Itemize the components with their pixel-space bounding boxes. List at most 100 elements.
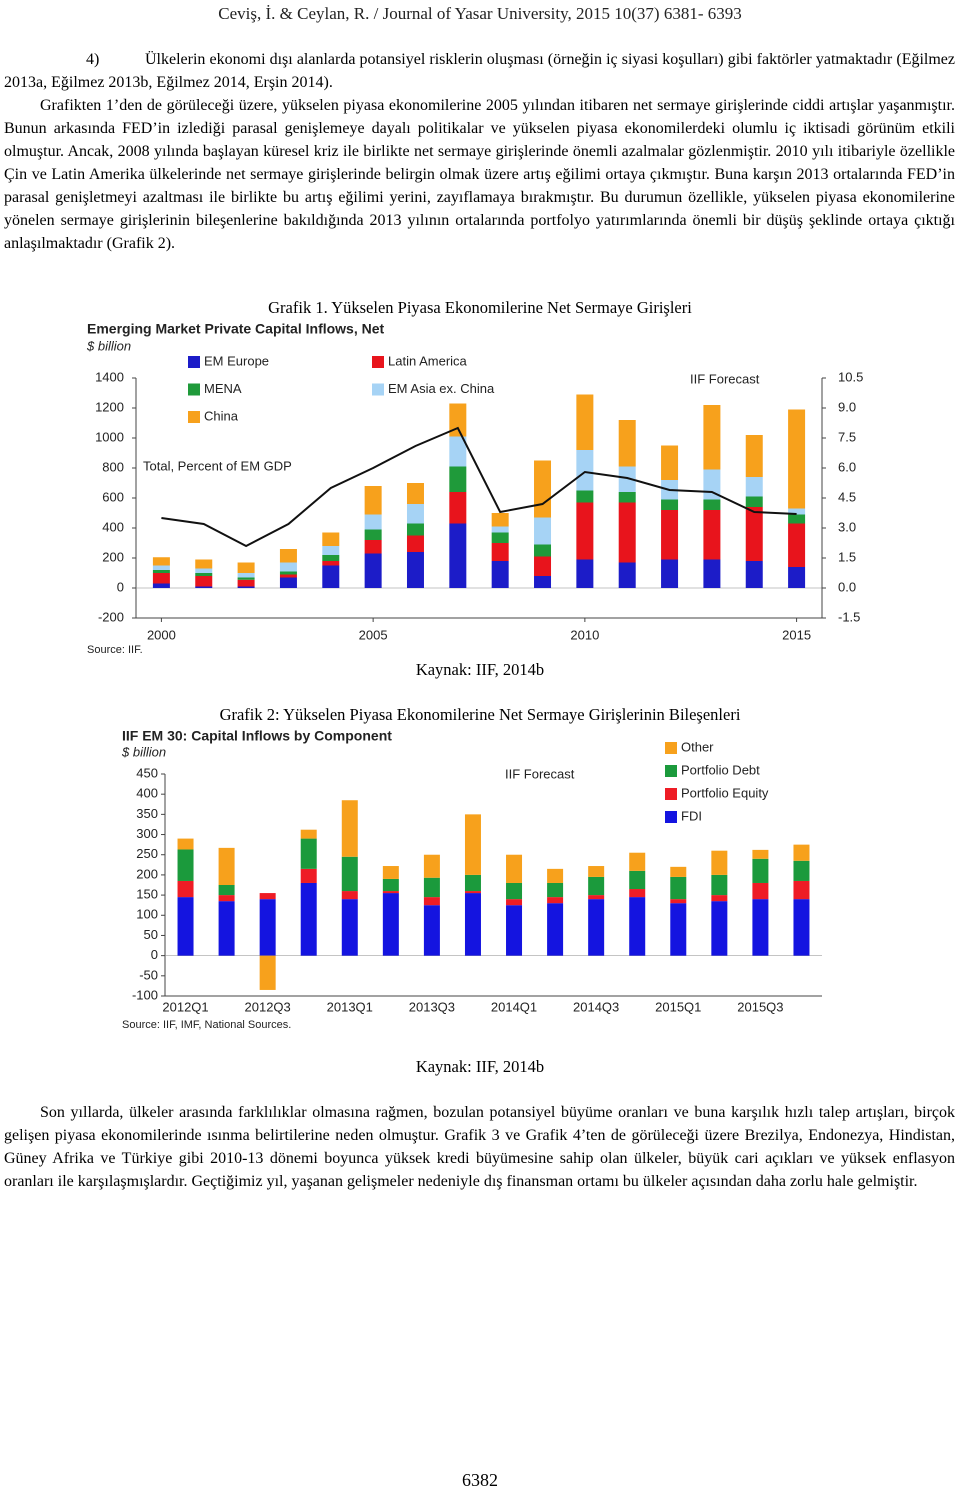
bar-segment (218, 885, 235, 896)
bar-segment (576, 502, 594, 560)
bar-segment (218, 847, 235, 885)
bar-segment (300, 838, 317, 869)
y-tick-label: 250 (136, 846, 158, 861)
bar-segment (670, 899, 687, 904)
legend-swatch (372, 356, 384, 368)
x-tick-label: 2015Q3 (737, 999, 783, 1014)
bar-segment (491, 561, 509, 588)
list-text: Ülkelerin ekonomi dışı alanlarda potansi… (4, 51, 955, 91)
bar-segment (341, 800, 358, 857)
bar-segment (618, 420, 636, 467)
chart-subtitle: $ billion (86, 338, 131, 353)
bar-segment (322, 546, 340, 555)
bar-segment (406, 504, 424, 524)
bar-segment (752, 858, 769, 883)
legend-label: EM Asia ex. China (388, 381, 495, 396)
bar-segment (506, 854, 523, 883)
bar-segment (506, 882, 523, 900)
bar-segment (703, 510, 721, 560)
chart-source: Source: IIF, IMF, National Sources. (122, 1019, 291, 1031)
legend-label: FDI (681, 808, 702, 823)
y-tick-label: 100 (136, 907, 158, 922)
bar-segment (661, 510, 679, 560)
bar-segment (279, 571, 297, 575)
bar-segment (745, 561, 763, 588)
bar-segment (588, 866, 605, 877)
x-tick-label: 2010 (570, 627, 599, 642)
line-label: Total, Percent of EM GDP (143, 458, 292, 473)
bar-segment (341, 899, 358, 956)
bar-segment (279, 574, 297, 578)
bar-segment (364, 553, 382, 588)
bar-segment (322, 555, 340, 561)
bar-segment (661, 499, 679, 510)
bar-segment (382, 891, 399, 894)
bar-segment (464, 814, 481, 875)
x-tick-label: 2012Q3 (245, 999, 291, 1014)
y-tick-label: 400 (102, 519, 124, 534)
x-tick-label: 2000 (147, 627, 176, 642)
bar-segment (449, 492, 467, 524)
bar-segment (711, 874, 728, 896)
x-tick-label: 2005 (359, 627, 388, 642)
legend-swatch (188, 411, 200, 423)
bar-segment (752, 849, 769, 859)
bar-segment (177, 880, 194, 898)
bar-segment (745, 496, 763, 507)
bar-segment (322, 561, 340, 566)
annotation: IIF Forecast (505, 766, 575, 781)
bar-segment (711, 901, 728, 956)
bar-segment (279, 577, 297, 588)
bar-segment (259, 893, 276, 900)
bar-segment (195, 586, 213, 588)
y-tick-label: 150 (136, 887, 158, 902)
bar-segment (364, 514, 382, 530)
bar-segment (152, 573, 170, 584)
bar-segment (547, 868, 564, 883)
bar-segment (661, 445, 679, 480)
bar-segment (152, 583, 170, 588)
y2-tick-label: 9.0 (838, 399, 856, 414)
legend-label: Other (681, 739, 714, 754)
y2-tick-label: 1.5 (838, 549, 856, 564)
bar-segment (449, 466, 467, 492)
bar-segment (576, 559, 594, 588)
bar-segment (534, 517, 552, 545)
figure-source: Kaynak: IIF, 2014b (415, 660, 545, 679)
legend-swatch (665, 742, 677, 754)
bar-segment (218, 895, 235, 902)
x-tick-label: 2014Q1 (491, 999, 537, 1014)
bar-segment (322, 532, 340, 546)
bar-segment (341, 891, 358, 900)
bar-segment (618, 492, 636, 503)
annotation: IIF Forecast (690, 371, 760, 386)
y2-tick-label: -1.5 (838, 609, 860, 624)
legend-swatch (188, 356, 200, 368)
bar-segment (788, 523, 806, 567)
bar-segment (629, 870, 646, 890)
bar-segment (449, 523, 467, 588)
x-tick-label: 2015 (782, 627, 811, 642)
y2-tick-label: 4.5 (838, 489, 856, 504)
list-marker: 4) (86, 51, 100, 68)
bar-segment (382, 878, 399, 892)
bar-segment (618, 502, 636, 563)
bar-segment (300, 882, 317, 956)
bar-segment (406, 552, 424, 588)
legend-swatch (665, 765, 677, 777)
line-series (161, 426, 797, 548)
bar-segment (661, 559, 679, 588)
y-tick-label: 350 (136, 806, 158, 821)
y-tick-label: -50 (139, 967, 158, 982)
bar-segment (788, 508, 806, 515)
bar-segment (152, 557, 170, 566)
bar-segment (364, 529, 382, 540)
bar-segment (464, 891, 481, 894)
bar-segment (506, 899, 523, 906)
chart-title: IIF EM 30: Capital Inflows by Component (122, 728, 392, 744)
bar-segment (576, 490, 594, 503)
bar-segment (449, 403, 467, 437)
legend-swatch (665, 811, 677, 823)
bar-segment (788, 514, 806, 524)
